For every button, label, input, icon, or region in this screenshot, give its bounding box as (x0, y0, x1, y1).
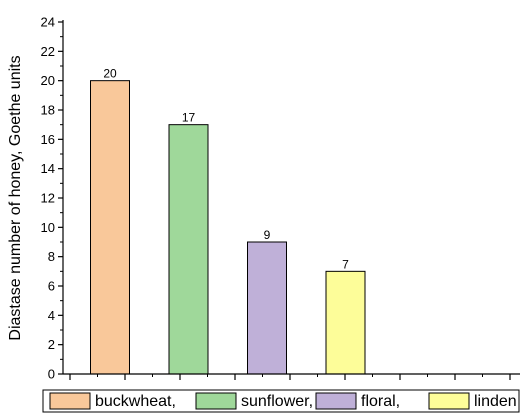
y-tick-label: 14 (41, 161, 55, 176)
y-tick-label: 0 (48, 367, 55, 382)
x-axis-ticks (69, 374, 511, 380)
y-tick-label: 2 (48, 337, 55, 352)
y-tick-label: 20 (41, 73, 55, 88)
legend-swatch (49, 392, 91, 410)
bar-floral (247, 241, 287, 375)
data-label: 9 (264, 228, 271, 242)
bar-linden (325, 270, 366, 375)
bar-sunflower (168, 124, 209, 375)
legend-label: sunflower, (241, 393, 313, 410)
y-tick-label: 24 (41, 15, 55, 30)
bar-buckwheat (90, 80, 130, 375)
y-tick-label: 6 (48, 279, 55, 294)
legend-swatch (428, 392, 470, 410)
legend: buckwheat, sunflower, floral, linden (49, 392, 517, 410)
y-tick-label: 16 (41, 132, 55, 147)
legend-swatch (195, 392, 237, 410)
bars (90, 80, 366, 375)
legend-swatch (315, 392, 357, 410)
y-tick-label: 10 (41, 220, 55, 235)
y-tick-label: 18 (41, 103, 55, 118)
y-tick-label: 22 (41, 44, 55, 59)
legend-label: floral, (361, 393, 400, 410)
y-axis-label: Diastase number of honey, Goethe units (7, 55, 24, 340)
y-tick-label: 12 (41, 191, 55, 206)
data-labels: 20 17 9 7 (103, 67, 349, 272)
data-label: 7 (342, 257, 349, 271)
data-label: 17 (182, 111, 196, 125)
y-tick-label: 4 (48, 308, 55, 323)
legend-label: linden (474, 393, 517, 410)
legend-label: buckwheat, (95, 393, 176, 410)
data-label: 20 (103, 67, 117, 81)
y-tick-label: 8 (48, 249, 55, 264)
legend-box (42, 389, 520, 413)
